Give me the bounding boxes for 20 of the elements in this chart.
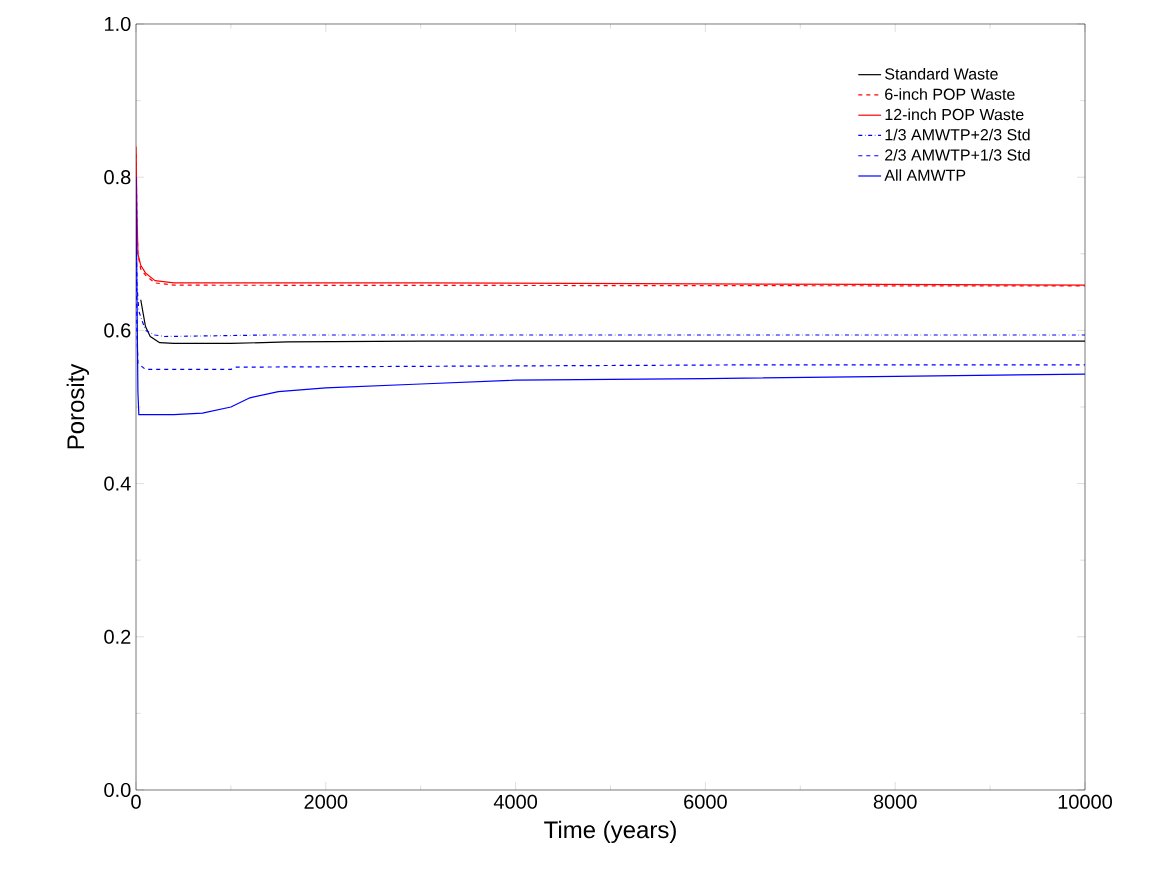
legend-label: 12-inch POP Waste [885, 108, 1024, 121]
y-tick-label: 0.4 [104, 476, 131, 491]
legend-label: All AMWTP [884, 169, 966, 181]
legend-label: 2/3 AMWTP+1/3 Std [885, 148, 1030, 161]
legend-label: 6-inch POP Waste [885, 88, 1015, 100]
x-tick-label: 2000 [304, 794, 348, 809]
y-tick-label: 1.0 [105, 16, 131, 32]
x-tick-label: 10000 [1058, 794, 1112, 809]
x-tick-label: 4000 [493, 794, 538, 809]
x-tick-label: 6000 [684, 794, 727, 809]
y-tick-label: 0.2 [104, 629, 131, 644]
x-tick-label: 8000 [873, 794, 917, 809]
legend-label: Standard Waste [885, 67, 998, 80]
x-tick-label: 0 [131, 794, 141, 809]
y-tick-label: 0.8 [104, 170, 131, 185]
x-axis-title: Time (years) [544, 820, 676, 844]
legend-label: 1/3 AMWTP+2/3 Std [885, 128, 1030, 141]
y-axis-title: Porosity [66, 363, 89, 449]
y-tick-label: 0.6 [104, 323, 131, 338]
y-tick-label: 0.0 [104, 782, 131, 798]
